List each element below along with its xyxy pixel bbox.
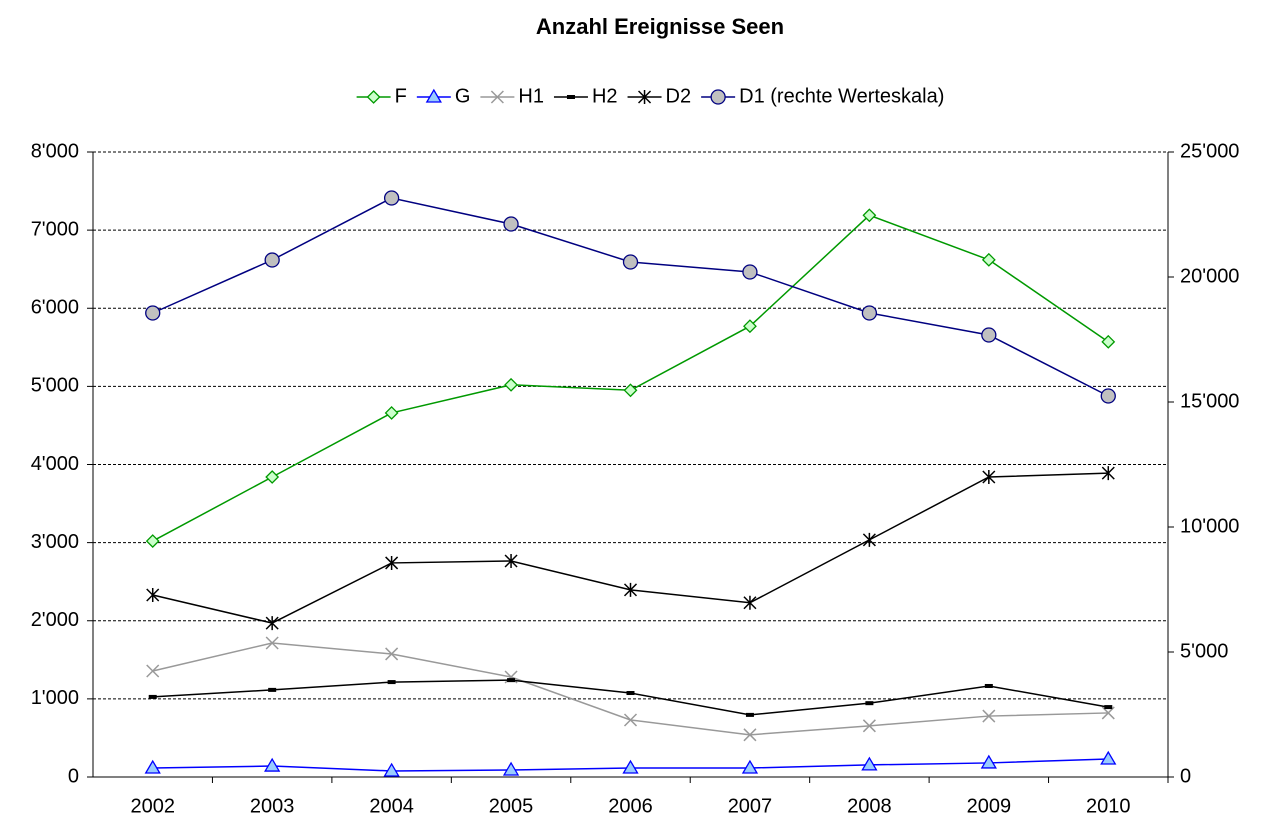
legend-marker xyxy=(638,90,652,104)
marker xyxy=(862,532,876,547)
y2-tick-label: 15'000 xyxy=(1180,390,1239,412)
marker xyxy=(862,208,877,223)
marker xyxy=(982,709,996,723)
legend-label: D2 xyxy=(666,85,692,107)
marker xyxy=(862,719,876,733)
x-tick-label: 2004 xyxy=(369,795,414,817)
series-line xyxy=(152,197,1109,397)
y2-tick-label: 5'000 xyxy=(1180,640,1228,662)
marker xyxy=(385,555,399,570)
marker xyxy=(623,383,638,398)
legend-marker xyxy=(710,89,726,105)
marker xyxy=(865,701,874,706)
series-line xyxy=(152,679,1109,716)
legend-marker xyxy=(425,88,442,103)
marker xyxy=(264,252,280,268)
marker xyxy=(504,553,518,568)
marker xyxy=(502,761,520,776)
legend-marker xyxy=(490,90,504,104)
marker xyxy=(1104,705,1113,710)
marker xyxy=(623,582,638,597)
marker xyxy=(383,190,400,206)
marker xyxy=(385,647,399,661)
legend-label: D1 (rechte Werteskala) xyxy=(739,85,944,107)
y-tick-label: 1'000 xyxy=(31,687,79,709)
marker xyxy=(1101,466,1115,481)
y-tick-label: 7'000 xyxy=(31,218,79,240)
y-tick-label: 3'000 xyxy=(31,531,79,553)
marker xyxy=(387,680,396,685)
marker xyxy=(148,694,157,699)
marker xyxy=(145,305,161,321)
y-tick-label: 4'000 xyxy=(31,453,79,475)
marker xyxy=(626,691,635,696)
legend-label: F xyxy=(395,85,407,107)
marker xyxy=(146,587,160,602)
marker xyxy=(503,216,519,232)
marker xyxy=(984,683,993,688)
x-tick-label: 2007 xyxy=(728,795,773,817)
marker xyxy=(982,470,996,484)
marker xyxy=(981,327,997,343)
marker xyxy=(1100,750,1117,765)
marker xyxy=(1100,388,1116,404)
marker xyxy=(146,664,160,678)
x-tick-label: 2010 xyxy=(1086,795,1131,817)
legend: F G H1 H2 D2 D1 (rechte Werteskala) xyxy=(356,85,944,107)
marker xyxy=(507,678,516,683)
y2-tick-label: 0 xyxy=(1180,765,1191,787)
y-tick-label: 2'000 xyxy=(31,609,79,631)
marker xyxy=(980,754,997,769)
x-tick-label: 2003 xyxy=(250,795,295,817)
marker xyxy=(383,762,400,777)
legend-marker xyxy=(566,95,575,99)
marker xyxy=(268,687,277,692)
marker xyxy=(742,264,758,280)
y-tick-label: 5'000 xyxy=(31,375,79,397)
marker xyxy=(384,406,399,420)
y2-tick-label: 25'000 xyxy=(1180,140,1239,162)
x-tick-label: 2008 xyxy=(847,795,892,817)
marker xyxy=(741,759,759,774)
legend-label: H1 xyxy=(518,85,544,107)
x-tick-label: 2006 xyxy=(608,795,653,817)
chart-title: Anzahl Ereignisse Seen xyxy=(536,14,784,39)
y-tick-label: 8'000 xyxy=(31,140,79,162)
marker xyxy=(265,470,280,484)
marker xyxy=(504,377,518,392)
legend-marker xyxy=(366,90,381,104)
marker xyxy=(745,712,754,717)
series-line xyxy=(152,472,1109,624)
legend-label: H2 xyxy=(592,85,618,107)
marker xyxy=(861,305,878,321)
marker xyxy=(622,759,639,774)
y2-tick-label: 20'000 xyxy=(1180,265,1239,287)
y-tick-label: 0 xyxy=(68,765,79,787)
marker xyxy=(145,534,160,548)
marker xyxy=(743,595,757,610)
marker xyxy=(623,713,638,727)
marker xyxy=(743,319,757,334)
y2-tick-label: 10'000 xyxy=(1180,515,1239,537)
marker xyxy=(264,757,281,772)
x-tick-label: 2005 xyxy=(489,795,534,817)
marker xyxy=(265,616,279,631)
legend-label: G xyxy=(455,85,471,107)
marker xyxy=(1101,334,1116,349)
marker xyxy=(743,728,757,742)
marker xyxy=(144,759,161,774)
marker xyxy=(861,756,878,771)
marker xyxy=(622,254,639,270)
x-tick-label: 2002 xyxy=(130,795,175,817)
marker xyxy=(981,252,996,267)
y-tick-label: 6'000 xyxy=(31,297,79,319)
marker xyxy=(265,636,279,650)
x-tick-label: 2009 xyxy=(967,795,1012,817)
